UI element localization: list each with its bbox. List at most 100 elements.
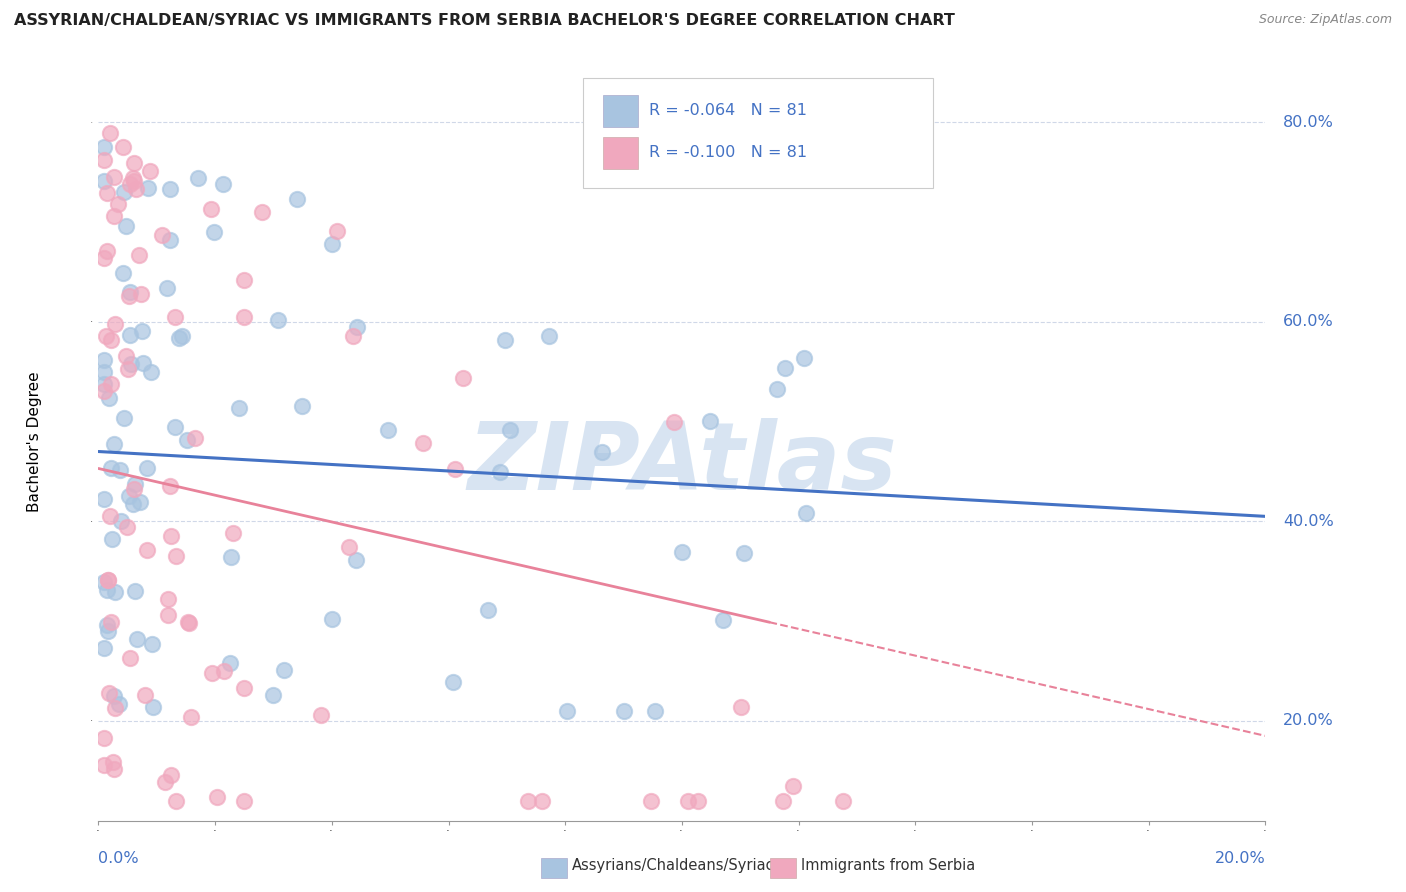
Point	[773, 360, 796, 375]
Point	[412, 435, 434, 450]
Point	[613, 704, 636, 718]
Point	[167, 331, 190, 345]
Point	[122, 174, 145, 188]
Point	[180, 710, 202, 724]
Point	[187, 171, 209, 186]
Point	[96, 617, 118, 632]
Point	[326, 224, 349, 238]
Point	[100, 461, 122, 475]
Point	[285, 192, 308, 206]
Point	[832, 794, 855, 808]
Point	[159, 479, 181, 493]
Point	[98, 391, 121, 405]
Point	[125, 182, 148, 196]
Point	[177, 615, 200, 630]
Point	[96, 583, 118, 598]
Point	[100, 126, 122, 140]
Point	[93, 252, 115, 266]
Point	[103, 436, 125, 450]
Point	[122, 497, 145, 511]
Point	[321, 612, 343, 626]
Text: 80.0%: 80.0%	[1282, 115, 1334, 130]
Text: ASSYRIAN/CHALDEAN/SYRIAC VS IMMIGRANTS FROM SERBIA BACHELOR'S DEGREE CORRELATION: ASSYRIAN/CHALDEAN/SYRIAC VS IMMIGRANTS F…	[14, 13, 955, 29]
Point	[120, 651, 142, 665]
Point	[443, 674, 465, 689]
Point	[309, 708, 332, 723]
Point	[730, 699, 752, 714]
Point	[489, 465, 512, 479]
FancyBboxPatch shape	[603, 95, 637, 127]
Point	[184, 431, 207, 445]
Point	[233, 681, 256, 695]
Point	[112, 185, 135, 199]
Point	[640, 794, 662, 808]
Point	[159, 233, 181, 247]
Point	[103, 755, 125, 769]
Point	[688, 794, 710, 808]
Text: Bachelor's Degree: Bachelor's Degree	[27, 371, 42, 512]
Point	[477, 603, 499, 617]
Text: 20.0%: 20.0%	[1215, 851, 1265, 866]
Point	[107, 196, 129, 211]
Point	[111, 140, 134, 154]
Point	[103, 169, 125, 184]
Point	[93, 366, 115, 380]
Point	[125, 632, 148, 647]
Point	[794, 506, 817, 520]
Point	[644, 704, 666, 718]
Point	[141, 637, 163, 651]
Point	[233, 310, 256, 325]
Point	[93, 384, 115, 398]
Point	[711, 613, 734, 627]
Point	[93, 492, 115, 507]
Point	[112, 410, 135, 425]
Point	[131, 324, 153, 338]
Point	[290, 400, 312, 414]
Point	[110, 514, 132, 528]
Point	[118, 489, 141, 503]
Point	[118, 289, 141, 303]
Point	[122, 156, 145, 170]
Point	[118, 285, 141, 299]
Point	[132, 355, 155, 369]
Point	[104, 585, 127, 599]
Point	[200, 202, 222, 216]
Point	[782, 779, 804, 793]
Point	[103, 318, 125, 332]
Point	[591, 445, 613, 459]
Point	[97, 624, 120, 638]
Point	[150, 227, 173, 242]
Point	[136, 542, 159, 557]
Point	[100, 615, 122, 630]
Point	[118, 178, 141, 192]
Point	[138, 163, 160, 178]
Point	[339, 541, 361, 555]
Point	[141, 365, 163, 379]
Point	[93, 757, 115, 772]
Point	[228, 401, 250, 416]
Point	[211, 177, 233, 191]
Text: ZIPAtlas: ZIPAtlas	[467, 418, 897, 510]
Point	[221, 526, 243, 541]
Point	[93, 574, 115, 589]
Text: R = -0.100   N = 81: R = -0.100 N = 81	[650, 145, 807, 161]
Point	[766, 382, 789, 396]
Point	[120, 357, 142, 371]
Point	[662, 415, 685, 429]
Point	[671, 545, 693, 559]
Point	[94, 328, 117, 343]
Point	[555, 704, 578, 718]
Point	[377, 424, 399, 438]
Point	[124, 583, 146, 598]
Point	[207, 789, 229, 804]
Point	[267, 313, 290, 327]
Text: Immigrants from Serbia: Immigrants from Serbia	[801, 858, 976, 872]
Point	[124, 477, 146, 491]
Point	[346, 319, 368, 334]
Point	[100, 333, 122, 347]
Point	[443, 461, 465, 475]
Point	[153, 775, 176, 789]
Point	[676, 794, 699, 808]
Point	[101, 532, 124, 546]
Point	[699, 414, 721, 428]
